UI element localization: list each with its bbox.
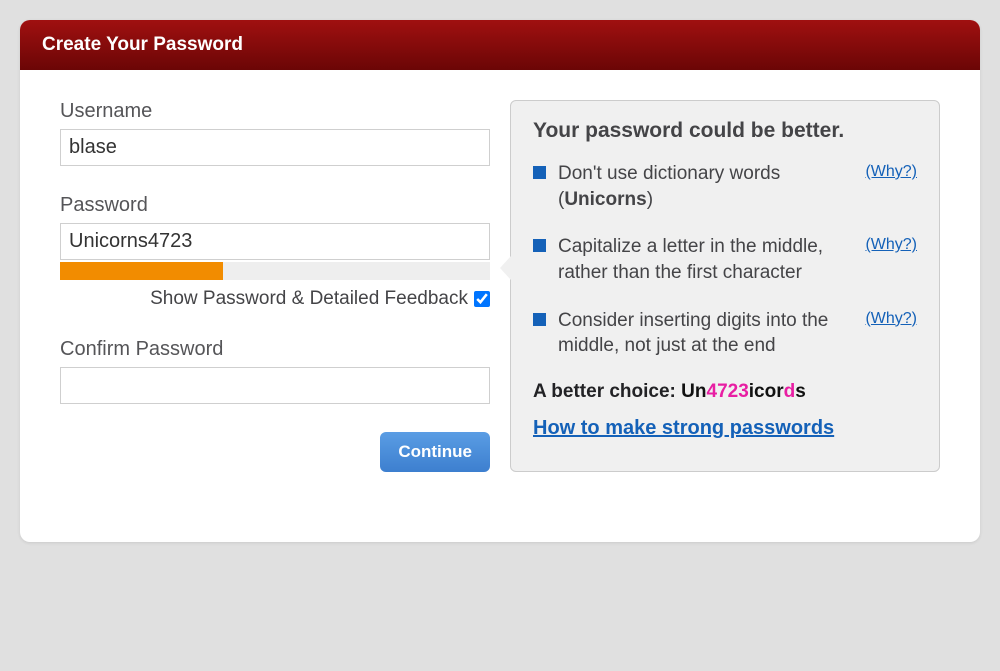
square-bullet-icon bbox=[533, 166, 546, 179]
feedback-item: Capitalize a letter in the middle, rathe… bbox=[533, 234, 917, 285]
why-link[interactable]: (Why?) bbox=[865, 163, 917, 181]
better-choice-segment: Un bbox=[681, 381, 706, 402]
feedback-pointer-icon bbox=[500, 256, 511, 280]
square-bullet-icon bbox=[533, 239, 546, 252]
feedback-title: Your password could be better. bbox=[533, 119, 917, 143]
why-link[interactable]: (Why?) bbox=[865, 236, 917, 254]
feedback-list: Don't use dictionary words (Unicorns) (Wh… bbox=[533, 161, 917, 359]
username-label: Username bbox=[60, 100, 490, 123]
show-password-row: Show Password & Detailed Feedback bbox=[60, 288, 490, 310]
password-group: Password Show Password & Detailed Feedba… bbox=[60, 194, 490, 310]
confirm-group: Confirm Password bbox=[60, 338, 490, 404]
confirm-label: Confirm Password bbox=[60, 338, 490, 361]
show-password-label: Show Password & Detailed Feedback bbox=[150, 288, 468, 310]
form-column: Username Password Show Password & Detail… bbox=[60, 100, 490, 472]
feedback-item: Consider inserting digits into the middl… bbox=[533, 308, 917, 359]
better-choice-segment: 4723 bbox=[707, 381, 749, 402]
better-choice-segment: d bbox=[784, 381, 796, 402]
continue-button[interactable]: Continue bbox=[380, 432, 490, 472]
strength-fill bbox=[60, 262, 223, 280]
continue-row: Continue bbox=[60, 432, 490, 472]
password-label: Password bbox=[60, 194, 490, 217]
card-body: Username Password Show Password & Detail… bbox=[20, 70, 980, 542]
username-group: Username bbox=[60, 100, 490, 166]
why-link[interactable]: (Why?) bbox=[865, 310, 917, 328]
card-title: Create Your Password bbox=[42, 34, 243, 55]
feedback-text: Capitalize a letter in the middle, rathe… bbox=[558, 234, 845, 285]
username-input[interactable] bbox=[60, 129, 490, 166]
password-input[interactable] bbox=[60, 223, 490, 260]
square-bullet-icon bbox=[533, 313, 546, 326]
feedback-text: Don't use dictionary words (Unicorns) bbox=[558, 161, 845, 212]
confirm-input[interactable] bbox=[60, 367, 490, 404]
card-header: Create Your Password bbox=[20, 20, 980, 70]
feedback-panel: Your password could be better. Don't use… bbox=[510, 100, 940, 472]
show-password-checkbox[interactable] bbox=[474, 291, 490, 307]
better-choice: A better choice: Un4723icords bbox=[533, 381, 917, 403]
password-card: Create Your Password Username Password S… bbox=[20, 20, 980, 542]
strength-meter bbox=[60, 262, 490, 280]
feedback-text: Consider inserting digits into the middl… bbox=[558, 308, 845, 359]
better-choice-value: Un4723icords bbox=[681, 381, 806, 402]
better-choice-label: A better choice: bbox=[533, 381, 681, 402]
better-choice-segment: icor bbox=[749, 381, 784, 402]
howto-link[interactable]: How to make strong passwords bbox=[533, 417, 834, 439]
feedback-item: Don't use dictionary words (Unicorns) (Wh… bbox=[533, 161, 917, 212]
better-choice-segment: s bbox=[795, 381, 806, 402]
